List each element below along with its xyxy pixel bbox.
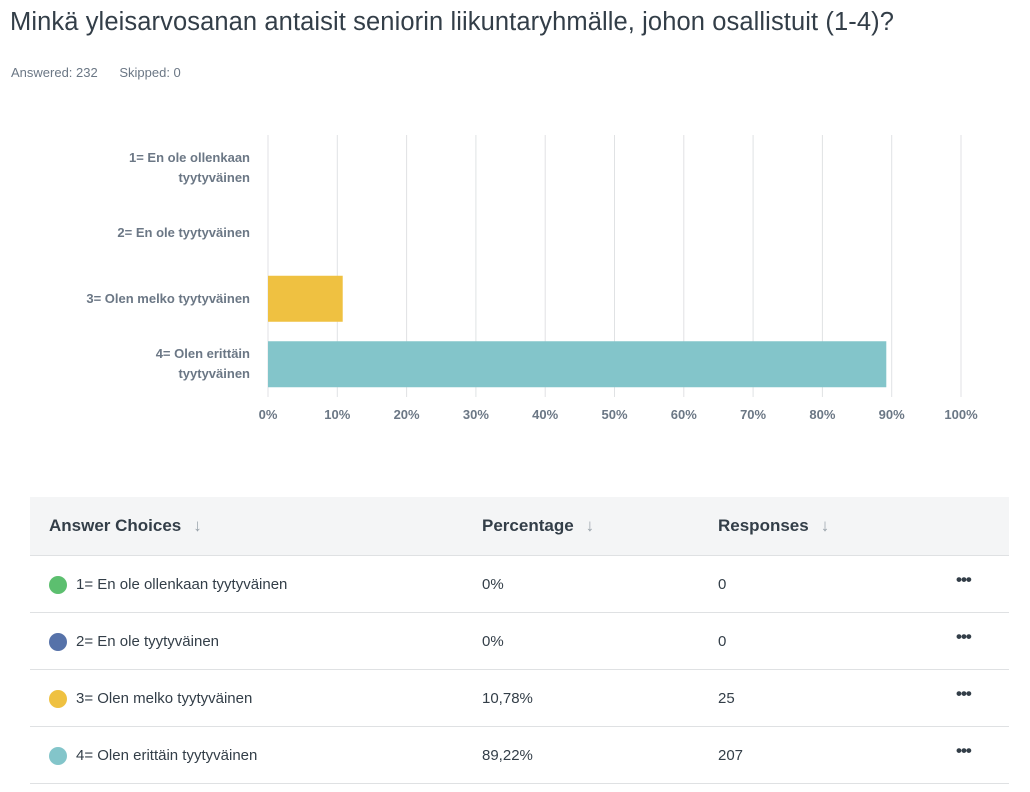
percentage-value: 10,78% (482, 690, 533, 707)
x-tick-label: 50% (601, 407, 628, 422)
x-tick-label: 30% (462, 407, 489, 422)
category-label-line: 4= Olen erittäin (155, 346, 250, 362)
category-label: 2= En ole tyytyväinen (10, 223, 250, 243)
category-label-line: 3= Olen melko tyytyväinen (86, 290, 250, 306)
table-row: 4= Olen erittäin tyytyväinen 89,22% 207 … (30, 727, 1009, 784)
choice-label: 2= En ole tyytyväinen (76, 633, 220, 650)
color-dot-icon (49, 690, 67, 708)
responses-value: 25 (718, 690, 735, 707)
color-dot-icon (49, 576, 67, 594)
x-tick-label: 60% (670, 407, 697, 422)
answer-table: Answer Choices ↓ Percentage ↓ Responses ↓ 1… (30, 497, 1009, 784)
category-label: 4= Olen erittäin tyytyväinen (10, 344, 250, 384)
responses-value: 0 (718, 576, 727, 593)
header-answer-choices-label: Answer Choices (49, 516, 182, 535)
category-label-line: tyytyväinen (178, 169, 250, 185)
chart-canvas (267, 135, 962, 397)
header-responses-label: Responses (718, 516, 809, 535)
header-percentage-label: Percentage (482, 516, 574, 535)
x-tick-label: 80% (809, 407, 836, 422)
header-responses[interactable]: Responses ↓ (718, 516, 829, 536)
category-label: 3= Olen melko tyytyväinen (10, 289, 250, 309)
more-options-icon[interactable]: ••• (956, 570, 972, 589)
percentage-value: 89,22% (482, 747, 533, 764)
more-options-icon[interactable]: ••• (956, 627, 972, 646)
sort-arrow-icon[interactable]: ↓ (820, 516, 830, 535)
bar[interactable] (268, 341, 887, 388)
more-options-icon[interactable]: ••• (956, 684, 972, 703)
response-stats: Answered: 232 Skipped: 0 (11, 65, 199, 80)
choice-label: 1= En ole ollenkaan tyytyväinen (76, 576, 288, 593)
table-row: 1= En ole ollenkaan tyytyväinen 0% 0 ••• (30, 556, 1009, 613)
table-row: 3= Olen melko tyytyväinen 10,78% 25 ••• (30, 670, 1009, 727)
percentage-value: 0% (482, 576, 504, 593)
skipped-count: Skipped: 0 (119, 65, 181, 80)
color-dot-icon (49, 747, 67, 765)
sort-arrow-icon[interactable]: ↓ (193, 516, 202, 535)
category-label-line: 1= En ole ollenkaan (128, 149, 250, 165)
x-tick-label: 70% (740, 407, 767, 422)
x-tick-label: 10% (324, 407, 351, 422)
bar[interactable] (268, 275, 343, 322)
sort-arrow-icon[interactable]: ↓ (585, 516, 595, 535)
category-label: 1= En ole ollenkaan tyytyväinen (10, 148, 250, 188)
choice-label: 4= Olen erittäin tyytyväinen (76, 747, 258, 764)
x-tick-label: 90% (878, 407, 905, 422)
header-percentage[interactable]: Percentage ↓ (482, 516, 594, 536)
table-row: 2= En ole tyytyväinen 0% 0 ••• (30, 613, 1009, 670)
x-tick-label: 20% (393, 407, 420, 422)
color-dot-icon (49, 633, 67, 651)
category-label-line: 2= En ole tyytyväinen (117, 225, 250, 241)
x-tick-label: 0% (258, 407, 278, 422)
answered-count: Answered: 232 (11, 65, 98, 80)
responses-value: 207 (718, 747, 744, 764)
table-header: Answer Choices ↓ Percentage ↓ Responses ↓ (30, 497, 1009, 556)
x-tick-label: 100% (944, 407, 978, 422)
question-title: Minkä yleisarvosanan antaisit seniorin l… (10, 8, 895, 36)
header-answer-choices[interactable]: Answer Choices ↓ (49, 516, 202, 536)
x-tick-label: 40% (532, 407, 559, 422)
choice-label: 3= Olen melko tyytyväinen (76, 690, 253, 707)
more-options-icon[interactable]: ••• (956, 741, 972, 760)
percentage-value: 0% (482, 633, 504, 650)
responses-value: 0 (718, 633, 727, 650)
category-label-line: tyytyväinen (178, 366, 250, 382)
bar-chart: 0% 10% 20% 30% 40% 50% 60% 70% 80% 90% 100% 1= En o… (10, 135, 978, 422)
